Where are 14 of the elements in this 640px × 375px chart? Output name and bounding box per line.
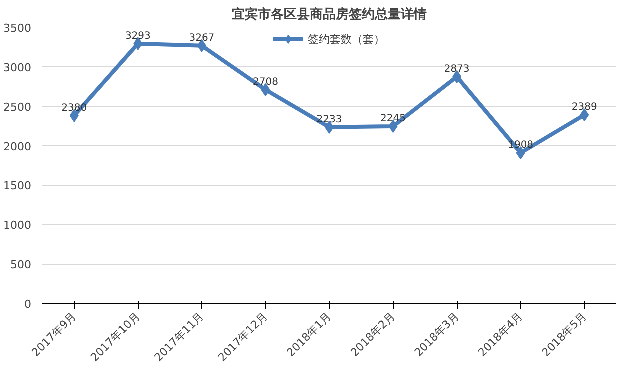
chart-title: 宜宾市各区县商品房签约总量详情: [232, 6, 427, 22]
data-label: 2389: [572, 102, 598, 114]
y-tick-label: 2500: [4, 100, 32, 114]
data-label: 3293: [125, 30, 151, 42]
data-label: 2873: [444, 64, 470, 75]
y-tick-label: 3000: [4, 61, 32, 74]
y-tick-label: 1500: [4, 180, 32, 193]
y-tick-label: 2000: [4, 140, 32, 154]
legend-label: 签约套数（套）: [308, 32, 385, 46]
y-tick-label: 1000: [4, 219, 32, 232]
y-tick-label: 3500: [4, 22, 32, 35]
data-label: 3267: [189, 32, 215, 44]
y-tick-label: 500: [10, 258, 32, 272]
y-tick-label: 0: [24, 298, 32, 311]
